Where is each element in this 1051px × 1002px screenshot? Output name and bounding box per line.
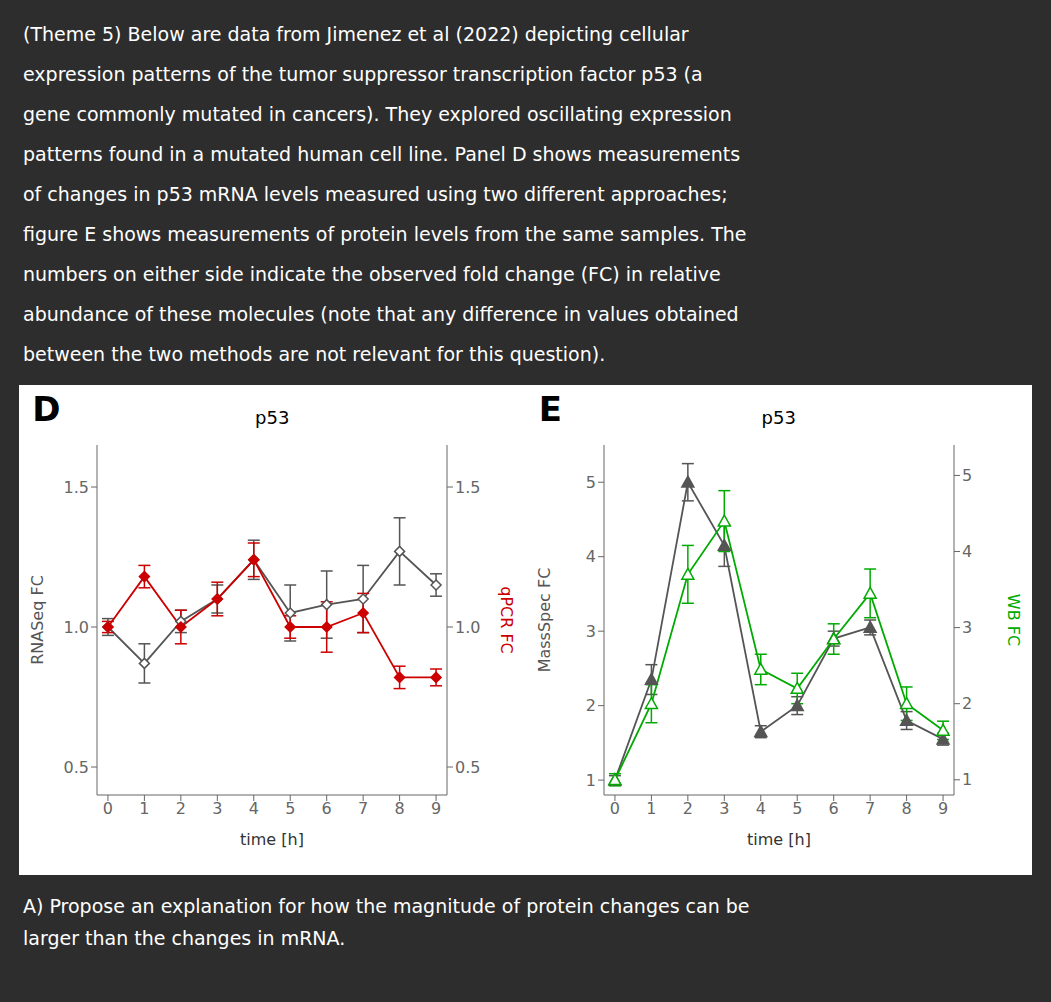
- svg-text:1: 1: [140, 799, 150, 818]
- svg-text:MassSpec FC: MassSpec FC: [534, 568, 553, 673]
- html-text:D: D: [32, 389, 61, 429]
- svg-text:1.0: 1.0: [64, 618, 89, 637]
- svg-text:3: 3: [586, 622, 596, 641]
- svg-text:1.5: 1.5: [455, 478, 480, 497]
- svg-text:5: 5: [962, 466, 972, 485]
- html-text:p53: p53: [761, 407, 796, 428]
- svg-text:8: 8: [901, 799, 911, 818]
- svg-text:0.5: 0.5: [455, 758, 480, 777]
- svg-text:7: 7: [865, 799, 875, 818]
- svg-text:2: 2: [962, 694, 972, 713]
- html-text:p53: p53: [255, 407, 290, 428]
- svg-text:9: 9: [431, 799, 441, 818]
- svg-text:0: 0: [610, 799, 620, 818]
- svg-text:3: 3: [719, 799, 729, 818]
- html-text:(Theme 5) Below are data from: (Theme 5) Below are data from Jimenez et…: [23, 23, 747, 365]
- svg-text:1: 1: [962, 770, 972, 789]
- svg-text:0: 0: [103, 799, 113, 818]
- svg-text:2: 2: [176, 799, 186, 818]
- svg-text:1: 1: [646, 799, 656, 818]
- svg-text:time [h]: time [h]: [240, 830, 304, 849]
- svg-text:WB FC: WB FC: [1004, 594, 1023, 646]
- svg-text:0.5: 0.5: [64, 758, 89, 777]
- svg-text:6: 6: [828, 799, 838, 818]
- svg-text:RNASeq FC: RNASeq FC: [28, 575, 47, 665]
- svg-text:5: 5: [586, 473, 596, 492]
- svg-text:time [h]: time [h]: [747, 830, 811, 849]
- svg-text:4: 4: [249, 799, 259, 818]
- svg-text:7: 7: [358, 799, 368, 818]
- svg-text:1.5: 1.5: [64, 478, 89, 497]
- svg-text:4: 4: [586, 547, 596, 566]
- svg-text:2: 2: [586, 696, 596, 715]
- svg-text:9: 9: [938, 799, 948, 818]
- svg-text:4: 4: [755, 799, 765, 818]
- svg-text:4: 4: [962, 542, 972, 561]
- svg-text:5: 5: [792, 799, 802, 818]
- svg-text:1: 1: [586, 771, 596, 790]
- svg-text:8: 8: [395, 799, 405, 818]
- html-text:A) Propose an explanation for: A) Propose an explanation for how the ma…: [23, 895, 750, 949]
- svg-text:6: 6: [322, 799, 332, 818]
- svg-text:3: 3: [962, 618, 972, 637]
- svg-text:qPCR FC: qPCR FC: [498, 586, 517, 654]
- html-text:E: E: [538, 389, 562, 429]
- svg-text:3: 3: [212, 799, 222, 818]
- svg-text:1.0: 1.0: [455, 618, 480, 637]
- svg-text:2: 2: [683, 799, 693, 818]
- svg-text:5: 5: [285, 799, 295, 818]
